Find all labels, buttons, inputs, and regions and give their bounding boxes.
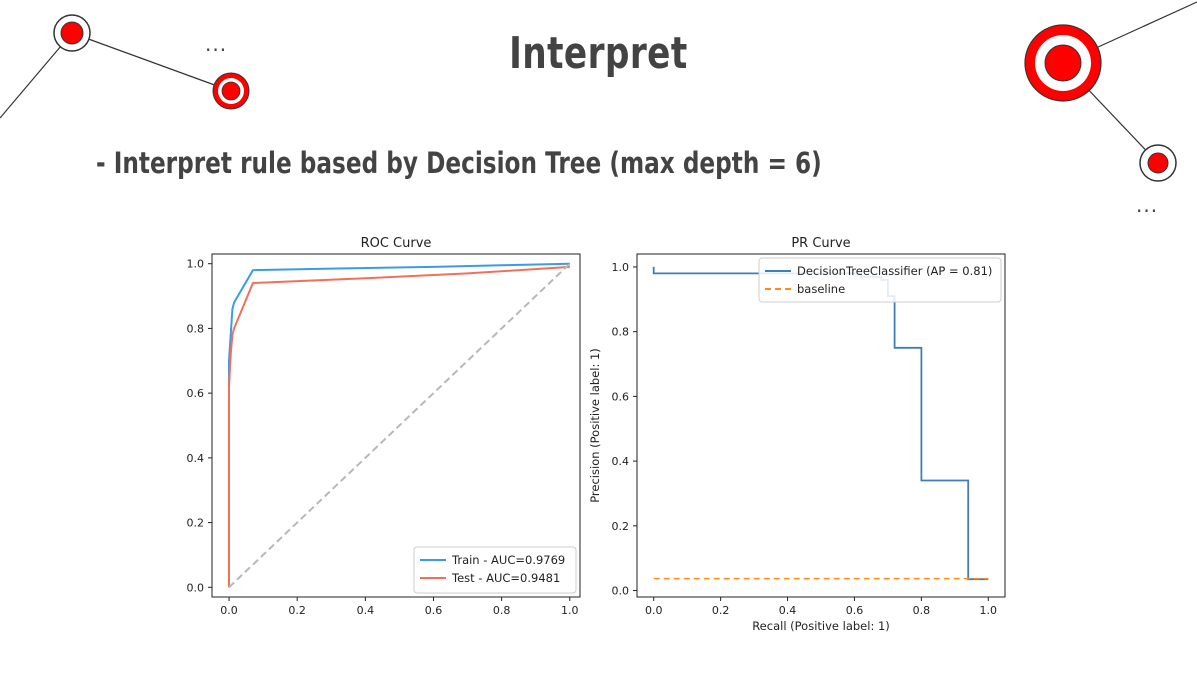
y-tick-label: 0.6 (612, 390, 630, 403)
x-tick-label: 0.6 (846, 604, 864, 617)
y-tick-label: 0.0 (187, 581, 205, 594)
y-tick-label: 0.2 (612, 520, 630, 533)
x-tick-label: 0.2 (288, 604, 306, 617)
decor-ellipsis-left: ... (205, 32, 228, 56)
x-tick-label: 1.0 (561, 604, 579, 617)
legend-label: Train - AUC=0.9769 (451, 553, 565, 567)
legend-label: Test - AUC=0.9481 (451, 571, 560, 585)
roc-chart: ROC Curve 0.0 0.2 0.4 0.6 0.8 1.0 0.0 0.2 0.4 0.6 0… (187, 236, 581, 617)
legend-box (413, 546, 577, 594)
x-axis-label: Recall (Positive label: 1) (752, 619, 890, 633)
x-tick-label: 0.2 (712, 604, 730, 617)
plot-frame (211, 253, 581, 598)
y-tick-label: 1.0 (612, 261, 630, 274)
x-tick-label: 1.0 (980, 604, 998, 617)
plot-frame (636, 253, 1006, 598)
legend: DecisionTreeClassifier (AP = 0.81) baseli… (758, 257, 1002, 303)
y-tick-label: 0.6 (187, 387, 205, 400)
y-axis-label: Precision (Positive label: 1) (588, 348, 602, 503)
decor-ellipsis-right: ... (1136, 193, 1159, 217)
series-line-0 (228, 262, 570, 588)
legend: Train - AUC=0.9769 Test - AUC=0.9481 (413, 546, 577, 594)
x-tick-label: 0.8 (493, 604, 511, 617)
y-tick-label: 0.8 (187, 322, 205, 335)
decor-node-mid (212, 72, 250, 110)
slide-subtitle: - Interpret rule based by Decision Tree … (96, 146, 822, 180)
x-tick-label: 0.4 (779, 604, 797, 617)
legend-label: baseline (797, 282, 845, 296)
y-tick-label: 0.4 (187, 452, 205, 465)
pr-chart: PR Curve 0.0 0.2 0.4 0.6 0.8 1.0 0.0 0.2 0.4 0.6 0.… (588, 236, 1006, 633)
y-tick-label: 0.2 (187, 517, 205, 530)
x-tick-label: 0.4 (357, 604, 375, 617)
decor-node-right-small (1139, 144, 1177, 182)
decor-node-left (53, 14, 91, 52)
series-line-1 (228, 265, 570, 588)
legend-label: DecisionTreeClassifier (AP = 0.81) (797, 264, 992, 278)
decor-node-right-large (1024, 24, 1102, 102)
x-tick-label: 0.8 (913, 604, 931, 617)
legend-box (758, 257, 1002, 303)
y-tick-label: 0.4 (612, 455, 630, 468)
slide-title: Interpret (509, 28, 688, 79)
chart-title: PR Curve (791, 236, 850, 251)
chart-title: ROC Curve (361, 236, 432, 251)
x-tick-label: 0.6 (425, 604, 443, 617)
y-tick-label: 0.0 (612, 585, 630, 598)
series-line-0 (652, 266, 989, 581)
chance-line (228, 262, 571, 589)
x-tick-label: 0.0 (220, 604, 238, 617)
x-tick-label: 0.0 (645, 604, 663, 617)
y-tick-label: 0.8 (612, 326, 630, 339)
y-tick-label: 1.0 (187, 258, 205, 271)
